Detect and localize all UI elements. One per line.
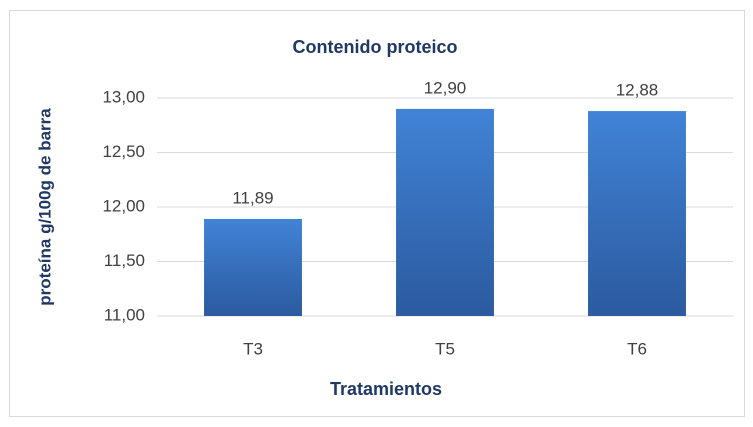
chart-title: Contenido proteico (293, 37, 458, 57)
x-axis-title: Tratamientos (330, 379, 442, 399)
y-tick-label: 11,50 (104, 251, 145, 270)
x-tick-label: T5 (435, 339, 455, 358)
bar (588, 111, 686, 316)
y-tick-label: 11,00 (104, 305, 145, 324)
x-tick-label: T3 (243, 339, 263, 358)
bar (204, 218, 302, 316)
y-axis-title: proteína g/100g de barra (35, 108, 54, 306)
x-tick-label: T6 (627, 339, 647, 358)
bar (396, 108, 494, 317)
data-label: 11,89 (232, 188, 273, 207)
y-tick-label: 12,50 (102, 142, 145, 161)
data-label: 12,90 (424, 78, 467, 97)
y-tick-label: 12,00 (102, 196, 145, 215)
y-tick-label: 13,00 (102, 87, 145, 106)
data-label: 12,88 (616, 81, 659, 100)
